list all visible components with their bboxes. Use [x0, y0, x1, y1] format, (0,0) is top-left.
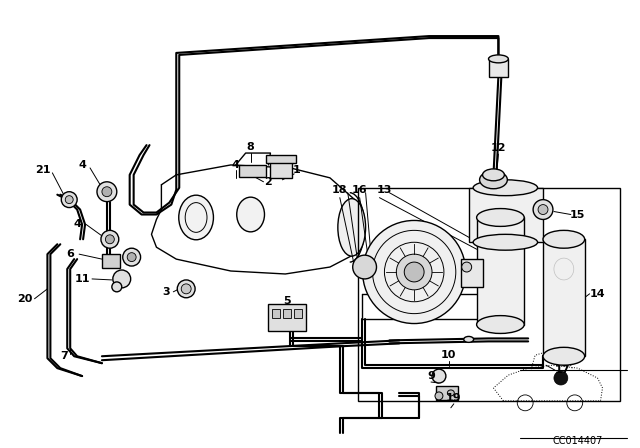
Text: 21: 21	[35, 165, 50, 175]
Bar	[468, 188, 543, 242]
Circle shape	[97, 182, 116, 202]
Bar	[461, 259, 483, 287]
Circle shape	[181, 284, 191, 294]
Text: 15: 15	[570, 210, 586, 220]
Text: 20: 20	[17, 294, 32, 304]
Ellipse shape	[483, 169, 504, 181]
Circle shape	[102, 187, 112, 197]
Circle shape	[396, 254, 432, 290]
Ellipse shape	[473, 180, 538, 196]
Text: 14: 14	[589, 289, 605, 299]
Text: 19: 19	[446, 393, 461, 403]
Circle shape	[363, 220, 466, 323]
Ellipse shape	[435, 392, 443, 400]
Text: 17: 17	[555, 365, 571, 375]
Bar	[273, 309, 280, 318]
Circle shape	[538, 205, 548, 215]
Ellipse shape	[488, 55, 508, 63]
Text: 2: 2	[264, 177, 273, 187]
Circle shape	[432, 369, 446, 383]
Ellipse shape	[543, 347, 585, 365]
Circle shape	[123, 248, 141, 266]
Text: 11: 11	[74, 274, 90, 284]
Circle shape	[65, 196, 73, 203]
Text: 4: 4	[73, 220, 81, 229]
Bar	[358, 188, 620, 401]
Ellipse shape	[477, 209, 524, 226]
Circle shape	[112, 282, 122, 292]
Ellipse shape	[179, 195, 214, 240]
Text: 16: 16	[352, 185, 367, 195]
Circle shape	[353, 255, 376, 279]
Ellipse shape	[543, 230, 585, 248]
Bar	[294, 309, 302, 318]
Text: 6: 6	[67, 249, 74, 259]
Ellipse shape	[464, 336, 474, 342]
Ellipse shape	[338, 198, 365, 256]
Circle shape	[127, 253, 136, 262]
Text: 13: 13	[377, 185, 392, 195]
Bar	[102, 254, 120, 268]
Text: 3: 3	[163, 287, 170, 297]
Text: CC014407: CC014407	[552, 435, 603, 445]
Ellipse shape	[447, 390, 454, 396]
Text: 8: 8	[247, 142, 255, 152]
Text: 5: 5	[284, 296, 291, 306]
Ellipse shape	[237, 197, 264, 232]
Text: 10: 10	[441, 350, 456, 360]
Circle shape	[177, 280, 195, 298]
Circle shape	[113, 270, 131, 288]
Circle shape	[461, 262, 472, 272]
Circle shape	[106, 235, 115, 244]
Text: 7: 7	[60, 351, 68, 361]
Bar	[543, 239, 585, 356]
Bar	[477, 217, 524, 324]
Text: 12: 12	[491, 143, 506, 153]
Circle shape	[554, 371, 568, 385]
Bar	[268, 304, 306, 332]
Bar	[271, 160, 292, 178]
Bar	[239, 165, 266, 177]
Text: 4: 4	[78, 160, 86, 170]
Text: 9: 9	[427, 371, 435, 381]
Bar	[488, 59, 508, 77]
Circle shape	[533, 200, 553, 220]
Circle shape	[404, 262, 424, 282]
Text: 18: 18	[332, 185, 348, 195]
Bar	[266, 155, 296, 163]
Text: 1: 1	[292, 165, 300, 175]
Ellipse shape	[479, 171, 508, 189]
Ellipse shape	[477, 315, 524, 333]
Bar	[436, 386, 458, 400]
Circle shape	[61, 192, 77, 207]
Circle shape	[101, 230, 119, 248]
Ellipse shape	[473, 234, 538, 250]
Text: 4: 4	[232, 160, 240, 170]
Bar	[284, 309, 291, 318]
